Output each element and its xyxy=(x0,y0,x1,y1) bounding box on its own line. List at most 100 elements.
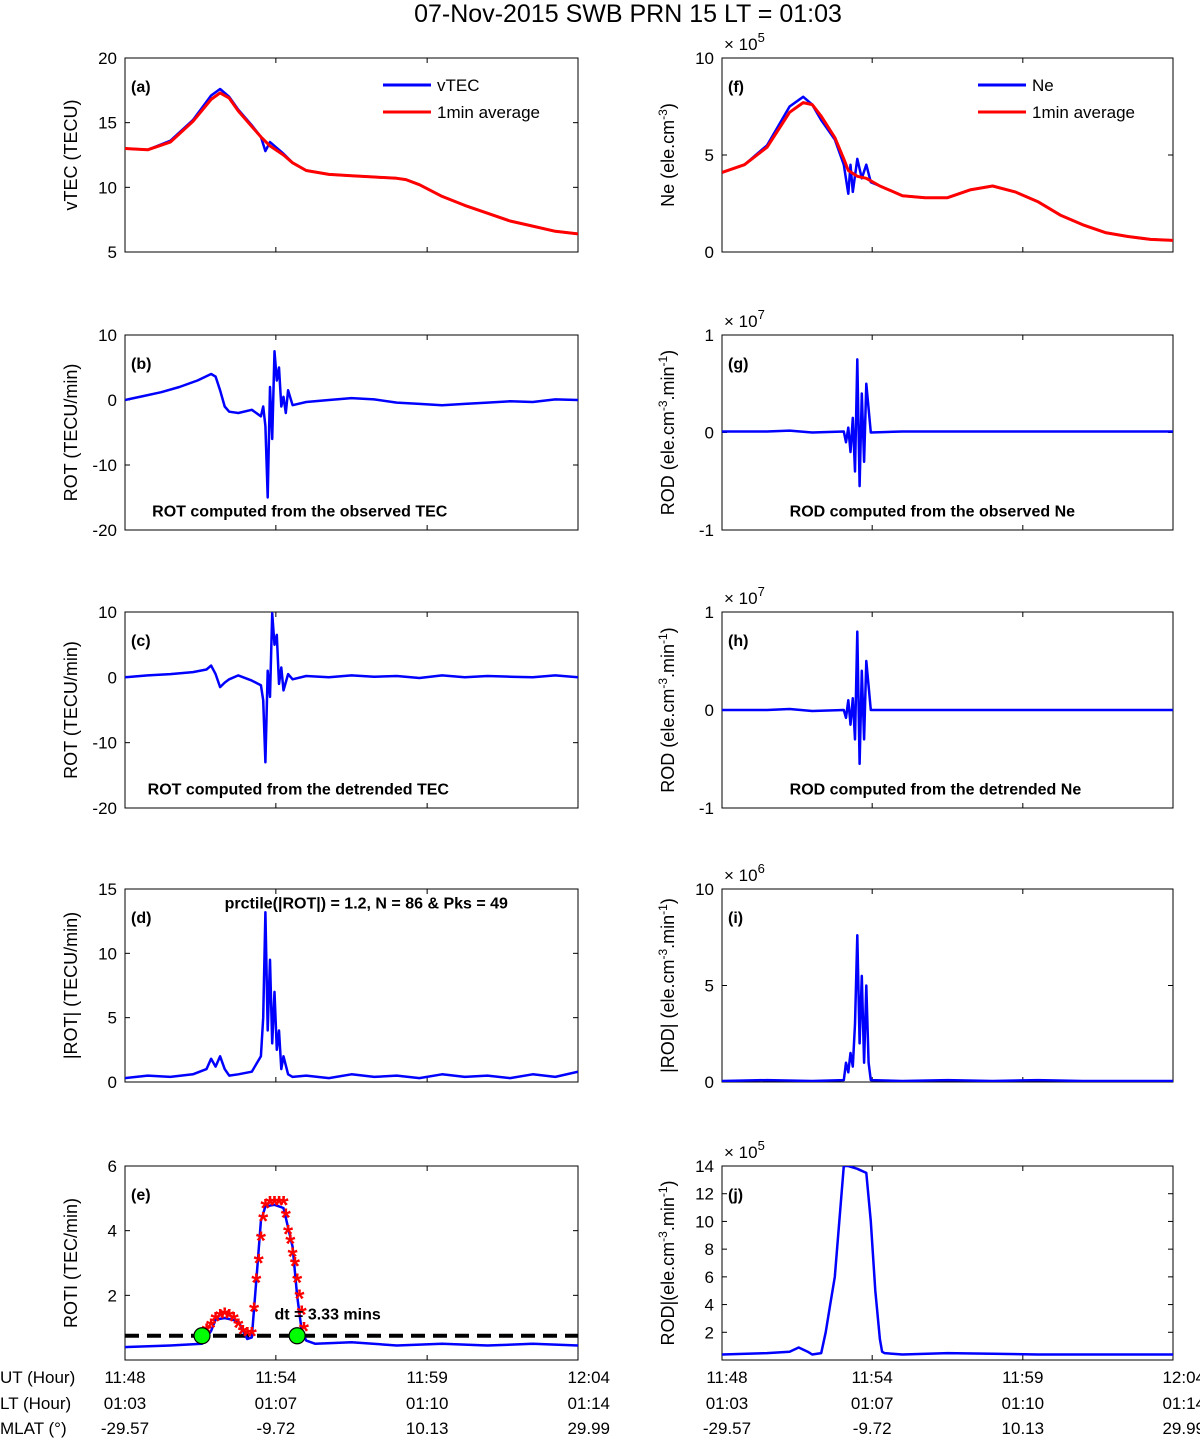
roti-star-point: * xyxy=(220,1301,231,1331)
x-axis-row-label: UT (Hour) xyxy=(0,1368,75,1387)
y-axis-label: vTEC (TECU) xyxy=(61,100,81,211)
exponent-value: 5 xyxy=(758,1138,765,1153)
exponent-value: 6 xyxy=(758,861,765,876)
x-axis-value: 11:54 xyxy=(852,1368,893,1387)
series-line-c-0 xyxy=(125,612,578,764)
y-tick-label: -10 xyxy=(92,456,117,475)
plot-content xyxy=(722,934,1173,1082)
series-line-i-0 xyxy=(722,934,1173,1082)
y-tick-label: 0 xyxy=(705,1073,714,1092)
roti-star-point: * xyxy=(274,1190,285,1220)
panel-annotation: dt = 3.33 mins xyxy=(274,1306,380,1323)
y-tick-label: 0 xyxy=(705,243,714,262)
y-axis-label: ROT (TECU/min) xyxy=(61,364,81,502)
roti-star-point: * xyxy=(269,1190,280,1220)
y-tick-label: 2 xyxy=(108,1286,117,1305)
x-axis-value: 11:48 xyxy=(706,1368,747,1387)
panel-annotation: ROD computed from the observed Ne xyxy=(790,504,1075,521)
panel-label: (a) xyxy=(131,79,151,96)
plot-content xyxy=(125,612,578,764)
y-tick-label: 1 xyxy=(705,603,714,622)
roti-star-point: * xyxy=(258,1206,269,1236)
figure-title: 07-Nov-2015 SWB PRN 15 LT = 01:03 xyxy=(414,0,842,28)
x-axis-value: 10.13 xyxy=(406,1419,449,1438)
roti-star-point: * xyxy=(206,1313,217,1343)
y-tick-label: 10 xyxy=(695,49,714,68)
plot-content xyxy=(125,910,578,1080)
y-tick-label: 0 xyxy=(108,1073,117,1092)
series-line-h-0 xyxy=(722,630,1173,766)
y-tick-label: 10 xyxy=(98,944,117,963)
panel-label: (i) xyxy=(728,910,743,927)
panel-label: (c) xyxy=(131,633,151,650)
series-line-e-0 xyxy=(125,1203,578,1349)
y-tick-label: 0 xyxy=(108,668,117,687)
plot-content xyxy=(722,630,1173,766)
series-line-a-1 xyxy=(125,91,578,236)
exponent-label: × 105 xyxy=(724,1138,765,1162)
x-axis-value: 29.99 xyxy=(1162,1419,1200,1438)
panel-i: 0 5 10 × 106 |ROD| (ele.cm-3.min-1) (i) xyxy=(656,861,1174,1092)
threshold-crossing-marker xyxy=(193,1327,211,1345)
plot-content xyxy=(722,358,1173,488)
exponent-label: × 107 xyxy=(724,584,765,608)
panel-annotation: ROT computed from the observed TEC xyxy=(152,504,448,521)
roti-star-point: * xyxy=(278,1190,289,1220)
plot-content: ****************************** xyxy=(125,1190,578,1351)
x-axis-value: -9.72 xyxy=(853,1419,892,1438)
panel-label: (d) xyxy=(131,910,151,927)
y-tick-label: 0 xyxy=(705,424,714,443)
y-tick-label: -20 xyxy=(92,521,117,540)
roti-star-point: * xyxy=(224,1303,235,1333)
y-tick-label: 6 xyxy=(108,1157,117,1176)
y-axis-label: ROT (TECU/min) xyxy=(61,641,81,779)
roti-star-point: * xyxy=(290,1251,301,1281)
y-tick-label: 4 xyxy=(108,1222,117,1241)
roti-star-point: * xyxy=(238,1319,249,1349)
plot-content xyxy=(722,1166,1173,1356)
y-axis-label: |ROD| (ele.cm-3.min-1) xyxy=(656,898,678,1073)
x-axis-value: 12:04 xyxy=(567,1368,610,1387)
panel-annotation: ROT computed from the detrended TEC xyxy=(148,781,450,798)
legend-entry: 1min average xyxy=(437,103,540,122)
panel-a: 5 10 15 20 vTEC (TECU) (a) vTEC 1min average xyxy=(61,49,579,262)
y-tick-label: 14 xyxy=(695,1157,714,1176)
y-tick-label: -1 xyxy=(699,799,714,818)
plot-content xyxy=(125,87,578,236)
roti-star-point: * xyxy=(254,1248,265,1278)
roti-star-point: * xyxy=(288,1242,299,1272)
y-tick-label: 10 xyxy=(98,603,117,622)
x-axis-value: 11:59 xyxy=(1002,1368,1043,1387)
legend-entry: vTEC xyxy=(437,76,480,95)
x-axis-value: 01:07 xyxy=(255,1394,298,1413)
legend-entry: Ne xyxy=(1032,76,1054,95)
roti-star-point: * xyxy=(211,1306,222,1336)
y-axis-label: ROD|(ele.cm-3.min-1) xyxy=(656,1180,678,1345)
roti-star-point: * xyxy=(215,1303,226,1333)
y-axis-label: ROD (ele.cm-3.min-1) xyxy=(656,350,678,515)
legend-box xyxy=(958,68,1163,124)
panel-label: (f) xyxy=(728,79,744,96)
roti-star-point: * xyxy=(281,1203,292,1233)
x-axis-value: 01:10 xyxy=(406,1394,449,1413)
threshold-crossing-marker xyxy=(288,1327,306,1345)
roti-star-point: * xyxy=(256,1225,267,1255)
x-axis-row-label: MLAT (°) xyxy=(0,1419,67,1438)
y-tick-label: 5 xyxy=(705,146,714,165)
x-axis-value: 01:03 xyxy=(706,1394,749,1413)
exponent-value: 7 xyxy=(758,307,765,322)
plot-area xyxy=(124,1165,579,1361)
roti-star-point: * xyxy=(229,1306,240,1336)
y-tick-label: 5 xyxy=(705,977,714,996)
exponent-value: 7 xyxy=(758,584,765,599)
roti-star-point: * xyxy=(299,1316,310,1346)
y-axis-label: |ROT| (TECU/min) xyxy=(61,912,81,1059)
panel-annotation: ROD computed from the detrended Ne xyxy=(790,781,1082,798)
panel-h: -1 0 1 × 107 ROD (ele.cm-3.min-1) (h) ROD comp… xyxy=(656,584,1174,818)
panel-annotation: prctile(|ROT|) = 1.2, N = 86 & Pks = 49 xyxy=(225,896,508,913)
y-axis-label: Ne (ele.cm-3) xyxy=(656,103,678,207)
roti-star-point: * xyxy=(297,1300,308,1330)
